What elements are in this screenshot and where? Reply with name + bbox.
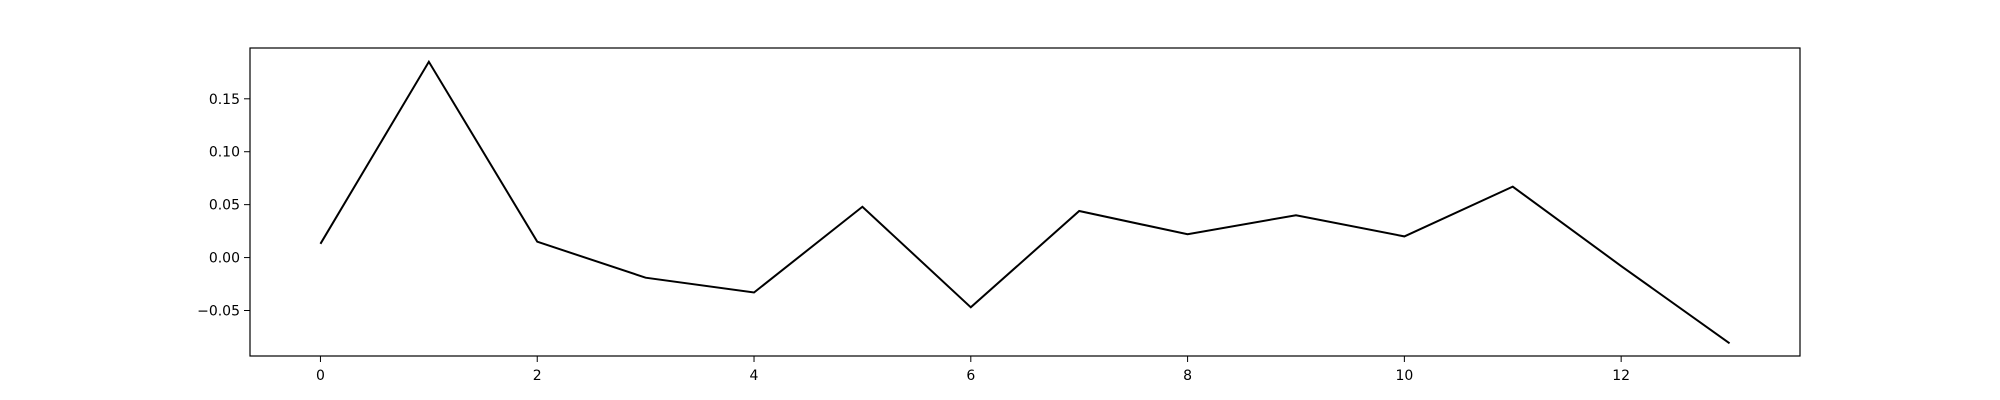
y-tick-label: 0.15 <box>209 92 240 108</box>
series-line <box>319 59 1731 345</box>
y-tick-label: 0.10 <box>209 145 240 161</box>
plot-frame <box>249 47 1801 357</box>
y-tick-label: 0.00 <box>209 251 240 267</box>
x-tick-label: 0 <box>316 368 325 384</box>
y-axis-ticks: −0.05 0.00 0.05 0.10 0.15 <box>197 92 250 319</box>
x-tick-label: 2 <box>533 368 542 384</box>
x-tick-label: 4 <box>750 368 759 384</box>
x-axis-ticks: 0 2 4 6 8 10 12 <box>316 356 1630 384</box>
x-tick-label: 8 <box>1183 368 1192 384</box>
x-tick-label: 10 <box>1395 368 1413 384</box>
x-tick-label: 6 <box>966 368 975 384</box>
y-tick-label: 0.05 <box>209 198 240 214</box>
y-tick-label: −0.05 <box>197 303 240 319</box>
x-tick-label: 12 <box>1612 368 1630 384</box>
series-layer <box>319 59 1731 345</box>
